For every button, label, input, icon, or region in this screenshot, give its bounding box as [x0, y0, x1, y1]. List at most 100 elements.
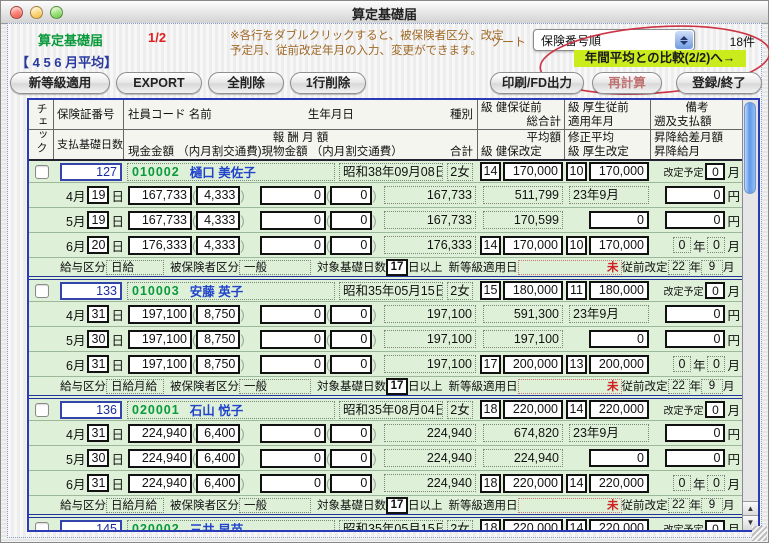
cash-amount-input[interactable]: 167,733	[128, 185, 192, 205]
inkind-transport-input[interactable]: 0	[330, 304, 373, 324]
kaitei-month-input[interactable]: 0	[705, 401, 726, 418]
kenpo-grade-input[interactable]: 15	[480, 281, 501, 300]
cash-amount-input[interactable]: 197,100	[128, 304, 192, 324]
employee-info-row[interactable]: 145 020002 三井 早苗 昭和35年05月15日 2女 18 220,000…	[29, 518, 745, 530]
kosei-amount-input[interactable]: 220,000	[589, 400, 649, 419]
kosei-grade-input[interactable]: 14	[566, 519, 587, 530]
days-input[interactable]: 20	[87, 236, 110, 254]
days-input[interactable]: 30	[87, 330, 110, 348]
insurance-number-input[interactable]: 133	[60, 281, 122, 300]
days-input[interactable]: 19	[87, 186, 110, 204]
inkind-amount-input[interactable]: 0	[260, 235, 326, 255]
inkind-amount-input[interactable]: 0	[260, 210, 326, 230]
insurance-number-input[interactable]: 145	[60, 519, 122, 530]
register-exit-button[interactable]: 登録/終了	[676, 72, 762, 94]
kosei-new-amount-input[interactable]: 200,000	[589, 354, 649, 374]
kosei-new-grade-input[interactable]: 14	[566, 473, 587, 493]
adjusted-average-input[interactable]: 0	[589, 449, 649, 467]
inkind-transport-input[interactable]: 0	[330, 185, 373, 205]
kenpo-amount-input[interactable]: 180,000	[503, 281, 563, 300]
cash-amount-input[interactable]: 176,333	[128, 235, 192, 255]
kenpo-grade-input[interactable]: 18	[480, 400, 501, 419]
delete-all-button[interactable]: 全削除	[208, 72, 284, 94]
adjusted-average-input[interactable]: 0	[589, 211, 649, 229]
cash-transport-input[interactable]: 4,333	[196, 235, 241, 255]
target-days-input[interactable]: 17	[386, 258, 408, 276]
cash-amount-input[interactable]: 224,940	[128, 423, 192, 443]
inkind-transport-input[interactable]: 0	[330, 354, 373, 374]
inkind-transport-input[interactable]: 0	[330, 329, 373, 349]
cash-transport-input[interactable]: 8,750	[196, 354, 241, 374]
recalculate-button[interactable]: 再計算	[592, 72, 662, 94]
kenpo-amount-input[interactable]: 220,000	[503, 400, 563, 419]
kosei-amount-input[interactable]: 180,000	[589, 281, 649, 300]
inkind-transport-input[interactable]: 0	[330, 210, 373, 230]
kenpo-new-amount-input[interactable]: 220,000	[503, 473, 563, 493]
raise-diff-input[interactable]: 0	[665, 330, 726, 348]
row-checkbox[interactable]	[34, 402, 49, 417]
days-input[interactable]: 31	[87, 305, 110, 323]
cash-amount-input[interactable]: 197,100	[128, 354, 192, 374]
cash-amount-input[interactable]: 197,100	[128, 329, 192, 349]
employee-info-row[interactable]: 136 020001 石山 悦子 昭和35年08月04日 2女 18 220,000…	[29, 399, 745, 421]
sort-dropdown[interactable]: 保険番号順	[533, 29, 695, 51]
kosei-grade-input[interactable]: 11	[566, 281, 587, 300]
target-days-input[interactable]: 17	[386, 496, 408, 514]
kenpo-new-amount-input[interactable]: 200,000	[503, 354, 563, 374]
insurance-number-input[interactable]: 127	[60, 162, 122, 181]
kaitei-month-input[interactable]: 0	[705, 520, 726, 530]
kenpo-amount-input[interactable]: 170,000	[503, 162, 563, 181]
kosei-new-amount-input[interactable]: 220,000	[589, 473, 649, 493]
inkind-amount-input[interactable]: 0	[260, 354, 326, 374]
vertical-scrollbar[interactable]: ▲ ▼	[742, 100, 758, 530]
inkind-transport-input[interactable]: 0	[330, 423, 373, 443]
inkind-amount-input[interactable]: 0	[260, 423, 326, 443]
kenpo-new-grade-input[interactable]: 14	[480, 235, 501, 255]
kosei-grade-input[interactable]: 10	[566, 162, 587, 181]
cash-transport-input[interactable]: 6,400	[196, 473, 241, 493]
kenpo-grade-input[interactable]: 18	[480, 519, 501, 530]
cash-transport-input[interactable]: 6,400	[196, 448, 241, 468]
retro-pay-input[interactable]: 0	[665, 424, 726, 442]
employee-info-row[interactable]: 133 010003 安藤 英子 昭和35年05月15日 2女 15 180,000…	[29, 280, 745, 302]
kosei-amount-input[interactable]: 170,000	[589, 162, 649, 181]
new-grade-apply-button[interactable]: 新等級適用	[10, 72, 110, 94]
inkind-amount-input[interactable]: 0	[260, 473, 326, 493]
row-checkbox[interactable]	[34, 283, 49, 298]
year-average-compare-link[interactable]: 年間平均との比較(2/2)へ→	[574, 50, 746, 67]
export-button[interactable]: EXPORT	[116, 72, 202, 94]
days-input[interactable]: 31	[87, 355, 110, 373]
kenpo-new-amount-input[interactable]: 170,000	[503, 235, 563, 255]
inkind-amount-input[interactable]: 0	[260, 185, 326, 205]
days-input[interactable]: 19	[87, 211, 110, 229]
days-input[interactable]: 30	[87, 449, 110, 467]
kosei-new-grade-input[interactable]: 13	[566, 354, 587, 374]
close-button-icon[interactable]	[10, 6, 23, 19]
row-checkbox[interactable]	[34, 521, 49, 530]
inkind-amount-input[interactable]: 0	[260, 448, 326, 468]
raise-diff-input[interactable]: 0	[665, 449, 726, 467]
days-input[interactable]: 31	[87, 424, 110, 442]
retro-pay-input[interactable]: 0	[665, 305, 726, 323]
kenpo-grade-input[interactable]: 14	[480, 162, 501, 181]
kaitei-month-input[interactable]: 0	[705, 163, 726, 180]
print-fd-button[interactable]: 印刷/FD出力	[490, 72, 584, 94]
inkind-amount-input[interactable]: 0	[260, 304, 326, 324]
kosei-amount-input[interactable]: 220,000	[589, 519, 649, 530]
kosei-new-grade-input[interactable]: 10	[566, 235, 587, 255]
adjusted-average-input[interactable]: 0	[589, 330, 649, 348]
cash-transport-input[interactable]: 8,750	[196, 304, 241, 324]
kosei-grade-input[interactable]: 14	[566, 400, 587, 419]
row-checkbox[interactable]	[34, 164, 49, 179]
minimize-button-icon[interactable]	[30, 6, 43, 19]
kenpo-new-grade-input[interactable]: 17	[480, 354, 501, 374]
cash-transport-input[interactable]: 4,333	[196, 210, 241, 230]
scroll-up-arrow-icon[interactable]: ▲	[743, 501, 758, 516]
cash-transport-input[interactable]: 8,750	[196, 329, 241, 349]
cash-amount-input[interactable]: 224,940	[128, 448, 192, 468]
cash-transport-input[interactable]: 4,333	[196, 185, 241, 205]
zoom-button-icon[interactable]	[50, 6, 63, 19]
cash-amount-input[interactable]: 224,940	[128, 473, 192, 493]
window-resize-grip[interactable]	[752, 526, 767, 541]
inkind-amount-input[interactable]: 0	[260, 329, 326, 349]
